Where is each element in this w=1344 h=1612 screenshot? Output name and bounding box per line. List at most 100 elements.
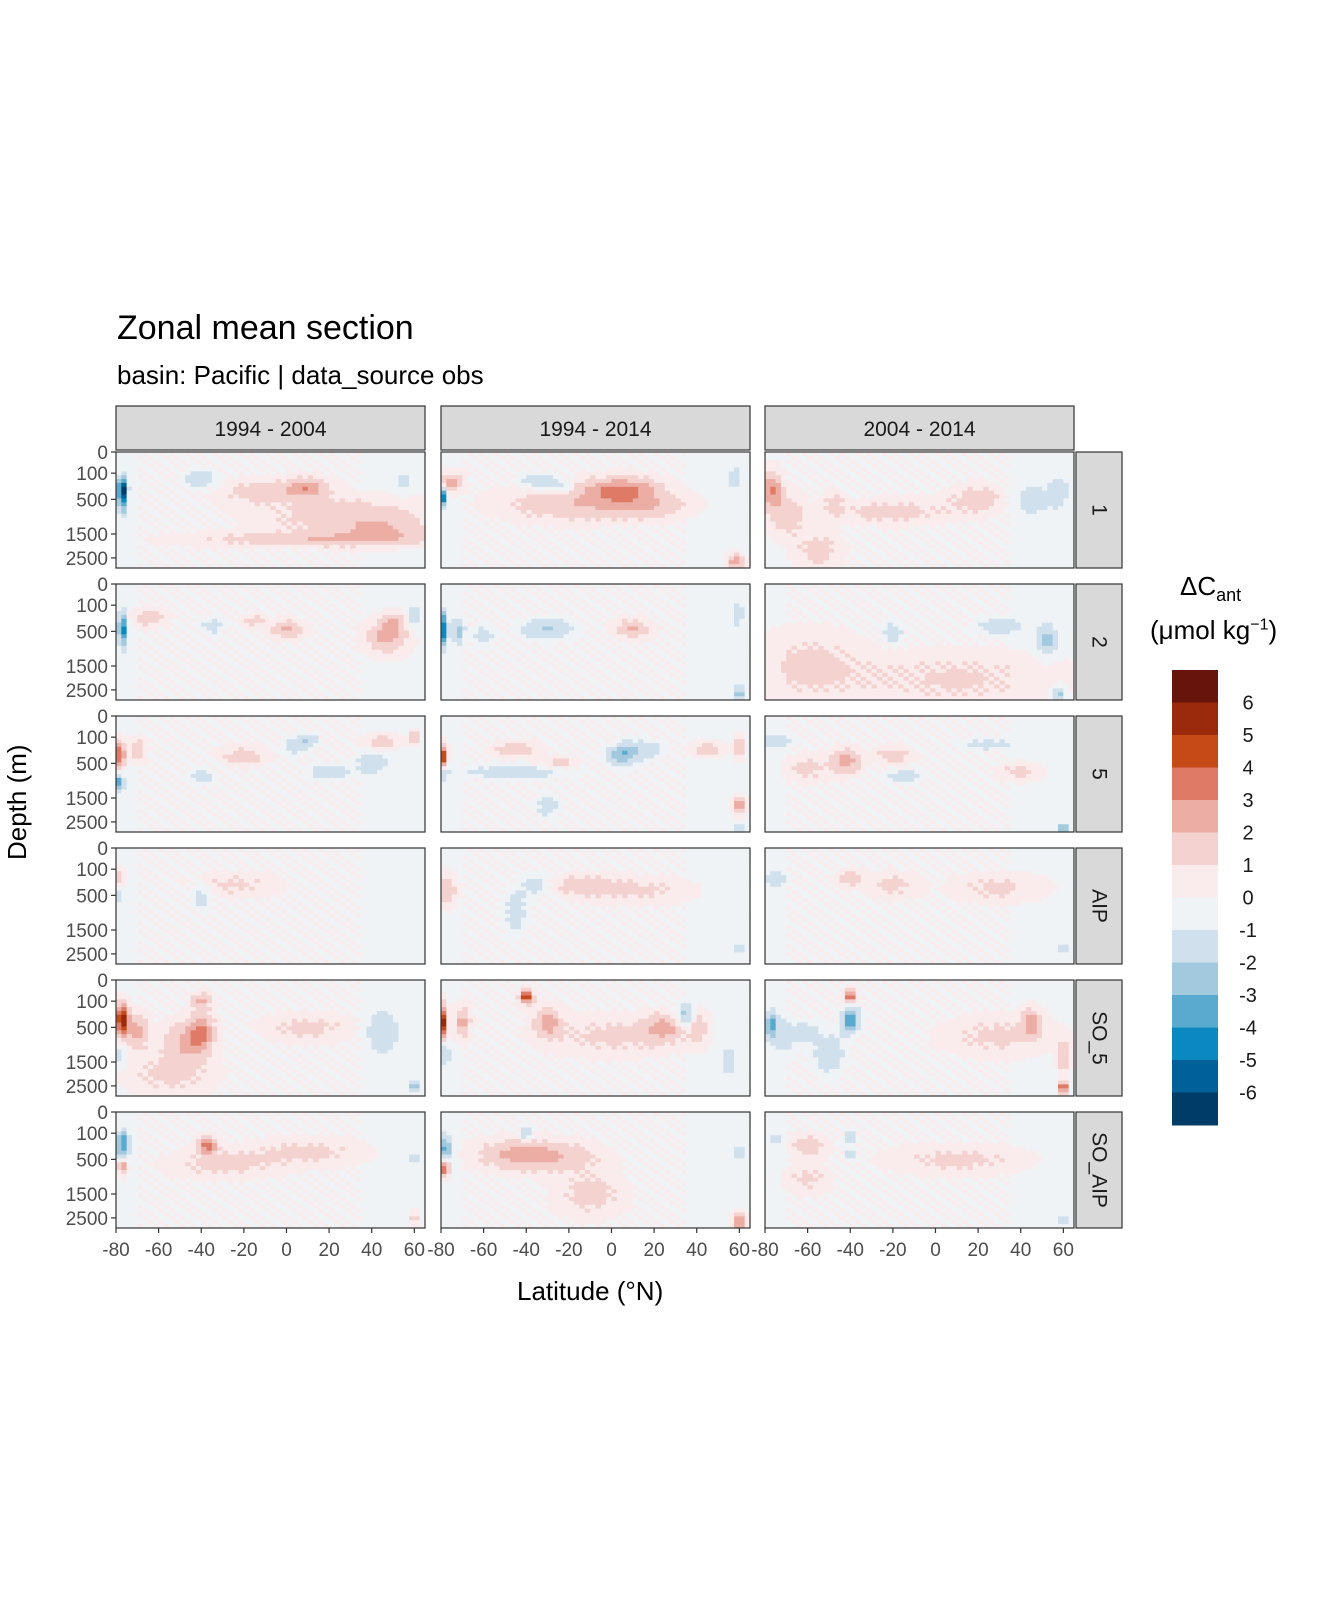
heatmap-cell (244, 537, 250, 541)
heatmap-cell (137, 467, 143, 471)
heatmap-cell (654, 460, 660, 464)
heatmap-cell (127, 525, 133, 529)
heatmap-cell (813, 475, 819, 479)
heatmap-cell (713, 498, 719, 502)
heatmap-cell (366, 518, 372, 522)
heatmap-cell (489, 522, 495, 526)
heatmap-cell (638, 545, 644, 549)
heatmap-cell (611, 487, 617, 491)
heatmap-cell (350, 495, 356, 499)
heatmap-cell (734, 483, 740, 487)
heatmap-cell (324, 491, 330, 495)
heatmap-cell (239, 560, 245, 564)
heatmap-cell (723, 525, 729, 529)
heatmap-cell (569, 553, 575, 557)
heatmap-cell (829, 560, 835, 564)
heatmap-cell (713, 464, 719, 468)
heatmap-cell (207, 498, 213, 502)
heatmap-cell (308, 452, 314, 456)
heatmap-cell (654, 537, 660, 541)
heatmap-cell (334, 502, 340, 506)
heatmap-cell (877, 487, 883, 491)
heatmap-cell (691, 495, 697, 499)
heatmap-cell (494, 553, 500, 557)
heatmap-cell (318, 491, 324, 495)
heatmap-cell (797, 498, 803, 502)
heatmap-cell (249, 545, 255, 549)
heatmap-cell (281, 529, 287, 533)
heatmap-cell (659, 553, 665, 557)
heatmap-cell (792, 475, 798, 479)
heatmap-cell (813, 483, 819, 487)
heatmap-cell (729, 510, 735, 514)
heatmap-cell (893, 471, 899, 475)
heatmap-cell (845, 518, 851, 522)
heatmap-cell (217, 471, 223, 475)
heatmap-cell (681, 460, 687, 464)
heatmap-cell (228, 560, 234, 564)
heatmap-cell (143, 541, 149, 545)
heatmap-cell (255, 506, 261, 510)
heatmap-cell (468, 522, 474, 526)
heatmap-cell (329, 483, 335, 487)
heatmap-cell (893, 510, 899, 514)
heatmap-cell (770, 529, 776, 533)
heatmap-cell (850, 545, 856, 549)
heatmap-cell (207, 510, 213, 514)
heatmap-cell (866, 525, 872, 529)
heatmap-cell (281, 495, 287, 499)
heatmap-cell (781, 556, 787, 560)
heatmap-cell (297, 533, 303, 537)
heatmap-cell (127, 545, 133, 549)
heatmap-cell (484, 467, 490, 471)
heatmap-cell (233, 495, 239, 499)
heatmap-cell (393, 495, 399, 499)
heatmap-cell (233, 483, 239, 487)
heatmap-cell (271, 502, 277, 506)
heatmap-cell (223, 553, 229, 557)
heatmap-cell (670, 514, 676, 518)
heatmap-cell (580, 502, 586, 506)
heatmap-cell (473, 475, 479, 479)
heatmap-cell (627, 525, 633, 529)
heatmap-cell (627, 537, 633, 541)
heatmap-cell (404, 498, 410, 502)
heatmap-cell (276, 479, 282, 483)
heatmap-cell (350, 553, 356, 557)
heatmap-cell (872, 545, 878, 549)
heatmap-cell (617, 456, 623, 460)
heatmap-cell (797, 553, 803, 557)
heatmap-cell (532, 467, 538, 471)
heatmap-cell (659, 549, 665, 553)
heatmap-cell (765, 467, 771, 471)
heatmap-cell (239, 533, 245, 537)
heatmap-cell (617, 560, 623, 564)
heatmap-cell (877, 502, 883, 506)
heatmap-cell (834, 537, 840, 541)
heatmap-cell (255, 514, 261, 518)
heatmap-cell (723, 487, 729, 491)
heatmap-cell (185, 464, 191, 468)
heatmap-cell (824, 495, 830, 499)
heatmap-cell (633, 452, 639, 456)
heatmap-cell (233, 522, 239, 526)
heatmap-cell (494, 522, 500, 526)
heatmap-cell (697, 464, 703, 468)
heatmap-cell (271, 518, 277, 522)
heatmap-cell (765, 479, 771, 483)
heatmap-cell (681, 475, 687, 479)
heatmap-cell (148, 541, 154, 545)
heatmap-cell (308, 514, 314, 518)
heatmap-cell (877, 525, 883, 529)
heatmap-cell (350, 549, 356, 553)
strip-label: 2004 - 2014 (863, 418, 975, 441)
heatmap-cell (765, 522, 771, 526)
heatmap-cell (606, 506, 612, 510)
heatmap-cell (654, 553, 660, 557)
heatmap-cell (281, 510, 287, 514)
heatmap-cell (121, 514, 127, 518)
heatmap-cell (505, 491, 511, 495)
heatmap-cell (824, 467, 830, 471)
heatmap-cell (255, 464, 261, 468)
heatmap-cell (196, 452, 202, 456)
